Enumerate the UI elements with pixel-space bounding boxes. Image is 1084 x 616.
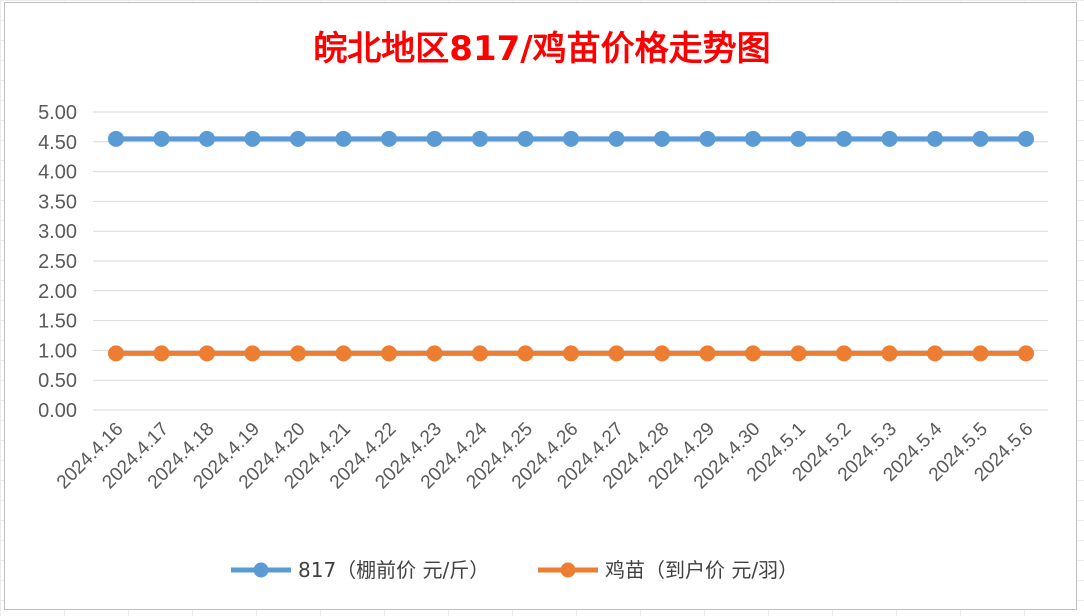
y-tick-label: 5.00 <box>38 102 77 124</box>
y-tick-label: 1.50 <box>38 311 77 333</box>
data-point <box>1018 130 1034 147</box>
data-point <box>199 345 215 362</box>
data-point <box>426 130 443 147</box>
y-tick-label: 1.00 <box>38 340 77 362</box>
data-point <box>199 130 215 147</box>
data-point <box>927 345 943 362</box>
chart-area <box>4 2 1077 610</box>
data-point <box>517 130 534 147</box>
y-tick-label: 3.50 <box>38 191 77 213</box>
legend-item: 鸡苗（到户价 元/羽） <box>538 558 798 582</box>
data-point <box>472 345 488 362</box>
data-point <box>108 345 124 362</box>
data-point <box>790 345 807 362</box>
data-point <box>608 345 625 362</box>
data-point <box>881 130 898 147</box>
data-point <box>153 130 170 147</box>
legend-item: 817（棚前价 元/斤） <box>231 558 489 582</box>
y-tick-label: 3.00 <box>38 221 77 243</box>
series-1 <box>108 130 1034 147</box>
y-tick-label: 2.50 <box>38 251 77 273</box>
data-point <box>108 130 124 147</box>
data-point <box>335 345 352 362</box>
data-point <box>972 345 989 362</box>
chart-title: 皖北地区817/鸡苗价格走势图 <box>313 29 770 69</box>
y-tick-label: 2.00 <box>38 281 77 303</box>
y-tick-label: 4.00 <box>38 162 77 184</box>
legend: 817（棚前价 元/斤） 鸡苗（到户价 元/羽） <box>231 558 798 582</box>
data-point <box>1018 345 1034 362</box>
data-point <box>654 130 670 147</box>
y-axis-ticks: 0.00 0.50 1.00 1.50 2.00 2.50 3.00 3.50 4.00 4.50… <box>38 102 77 422</box>
data-point <box>790 130 807 147</box>
legend-marker <box>253 562 269 578</box>
series-2 <box>108 345 1034 362</box>
legend-label: 鸡苗（到户价 元/羽） <box>605 558 798 582</box>
data-point <box>381 345 397 362</box>
data-point <box>745 130 761 147</box>
data-point <box>244 130 261 147</box>
data-point <box>972 130 989 147</box>
data-point <box>654 345 670 362</box>
data-point <box>927 130 943 147</box>
legend-marker <box>560 562 576 578</box>
data-point <box>426 345 443 362</box>
gridlines <box>93 111 1048 411</box>
data-point <box>881 345 898 362</box>
legend-label: 817（棚前价 元/斤） <box>298 558 489 582</box>
data-point <box>608 130 625 147</box>
y-tick-label: 0.50 <box>38 370 77 392</box>
data-point <box>335 130 352 147</box>
data-point <box>745 345 761 362</box>
data-point <box>290 130 306 147</box>
data-point <box>244 345 261 362</box>
data-point <box>381 130 397 147</box>
y-tick-label: 0.00 <box>38 400 77 422</box>
y-tick-label: 4.50 <box>38 132 77 154</box>
series-layer <box>108 130 1034 362</box>
data-point <box>563 130 579 147</box>
data-point <box>517 345 534 362</box>
data-point <box>699 130 716 147</box>
data-point <box>836 345 852 362</box>
data-point <box>699 345 716 362</box>
data-point <box>290 345 306 362</box>
data-point <box>563 345 579 362</box>
data-point <box>153 345 170 362</box>
x-axis-ticks: 2024.4.162024.4.172024.4.182024.4.192024… <box>53 418 1038 493</box>
data-point <box>472 130 488 147</box>
data-point <box>836 130 852 147</box>
